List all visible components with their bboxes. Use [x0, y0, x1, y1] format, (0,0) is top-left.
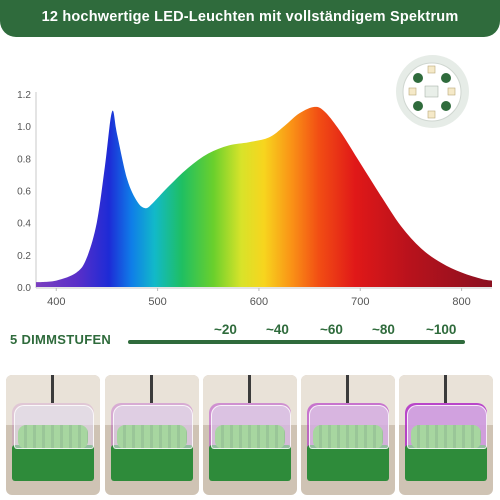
seed-tray	[12, 445, 94, 481]
x-tick-label: 500	[148, 296, 166, 308]
lamp-cord	[51, 375, 54, 403]
dimming-level-5: ~100	[426, 322, 457, 337]
lamp-cord	[248, 375, 251, 403]
seed-tray	[405, 445, 487, 481]
grow-tray-photo-1	[6, 375, 100, 495]
humidity-dome	[309, 405, 389, 449]
spectrum-area	[36, 106, 492, 287]
seed-tray	[209, 445, 291, 481]
seed-tray	[307, 445, 389, 481]
humidity-dome	[407, 405, 487, 449]
humidity-dome	[14, 405, 94, 449]
x-tick-label: 400	[47, 296, 65, 308]
dimming-scale: 5 DIMMSTUFEN ~20 ~40 ~60 ~80 ~100	[0, 320, 500, 360]
y-tick-label: 0.8	[17, 154, 31, 165]
lamp-cord	[346, 375, 349, 403]
title-banner: 12 hochwertige LED-Leuchten mit vollstän…	[0, 0, 500, 37]
y-tick-label: 0.2	[17, 251, 31, 262]
x-tick-label: 600	[250, 296, 268, 308]
grow-tray-photo-2	[105, 375, 199, 495]
x-tick-label: 800	[452, 296, 470, 308]
grow-tray-photo-4	[301, 375, 395, 495]
banner-title: 12 hochwertige LED-Leuchten mit vollstän…	[41, 9, 459, 25]
grow-tray-photo-3	[203, 375, 297, 495]
y-tick-label: 1.0	[17, 122, 31, 133]
x-tick-label: 700	[351, 296, 369, 308]
y-tick-label: 0.6	[17, 187, 31, 198]
dimming-label: 5 DIMMSTUFEN	[10, 332, 112, 347]
dimming-level-1: ~20	[214, 322, 237, 337]
lamp-cord	[150, 375, 153, 403]
dimming-level-2: ~40	[266, 322, 289, 337]
seed-tray	[111, 445, 193, 481]
lamp-cord	[444, 375, 447, 403]
y-tick-label: 0.4	[17, 219, 31, 230]
dimming-level-3: ~60	[320, 322, 343, 337]
humidity-dome	[113, 405, 193, 449]
spectrum-chart: 0.0 0.2 0.4 0.6 0.8 1.0 1.2 400 500 600 700 800	[17, 90, 492, 308]
y-tick-label: 0.0	[17, 283, 31, 294]
dimming-level-4: ~80	[372, 322, 395, 337]
dimming-line	[128, 340, 465, 344]
y-tick-label: 1.2	[17, 90, 31, 101]
humidity-dome	[211, 405, 291, 449]
dimming-photo-strip	[0, 372, 500, 500]
grow-tray-photo-5	[399, 375, 493, 495]
